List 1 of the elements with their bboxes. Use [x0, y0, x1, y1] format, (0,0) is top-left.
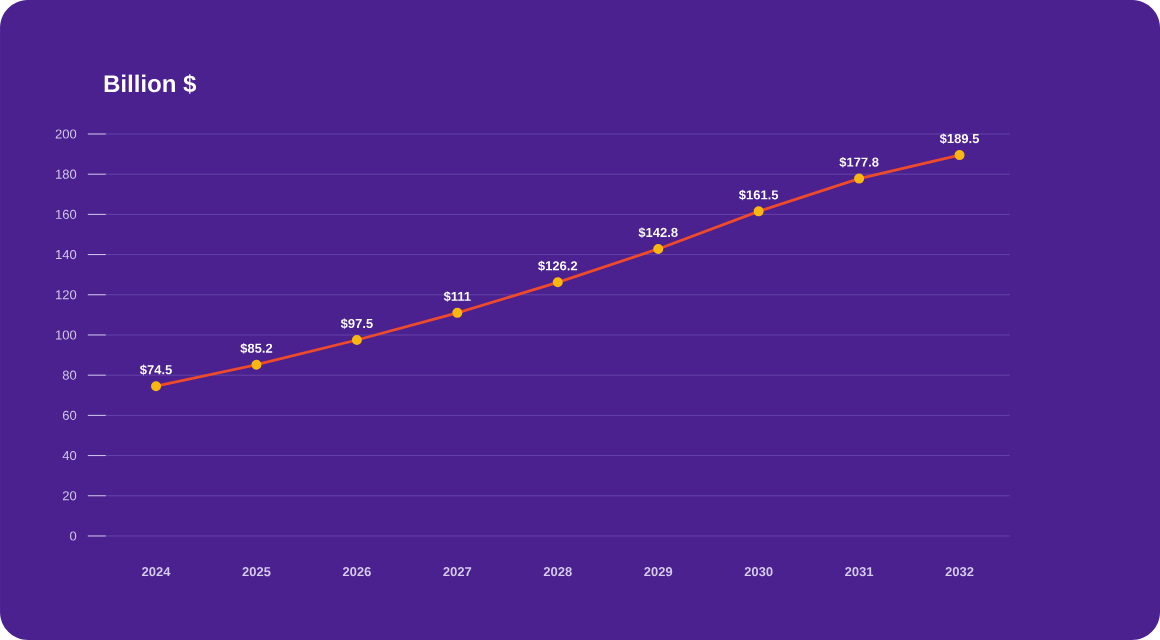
chart-title: Billion $ [104, 74, 197, 94]
